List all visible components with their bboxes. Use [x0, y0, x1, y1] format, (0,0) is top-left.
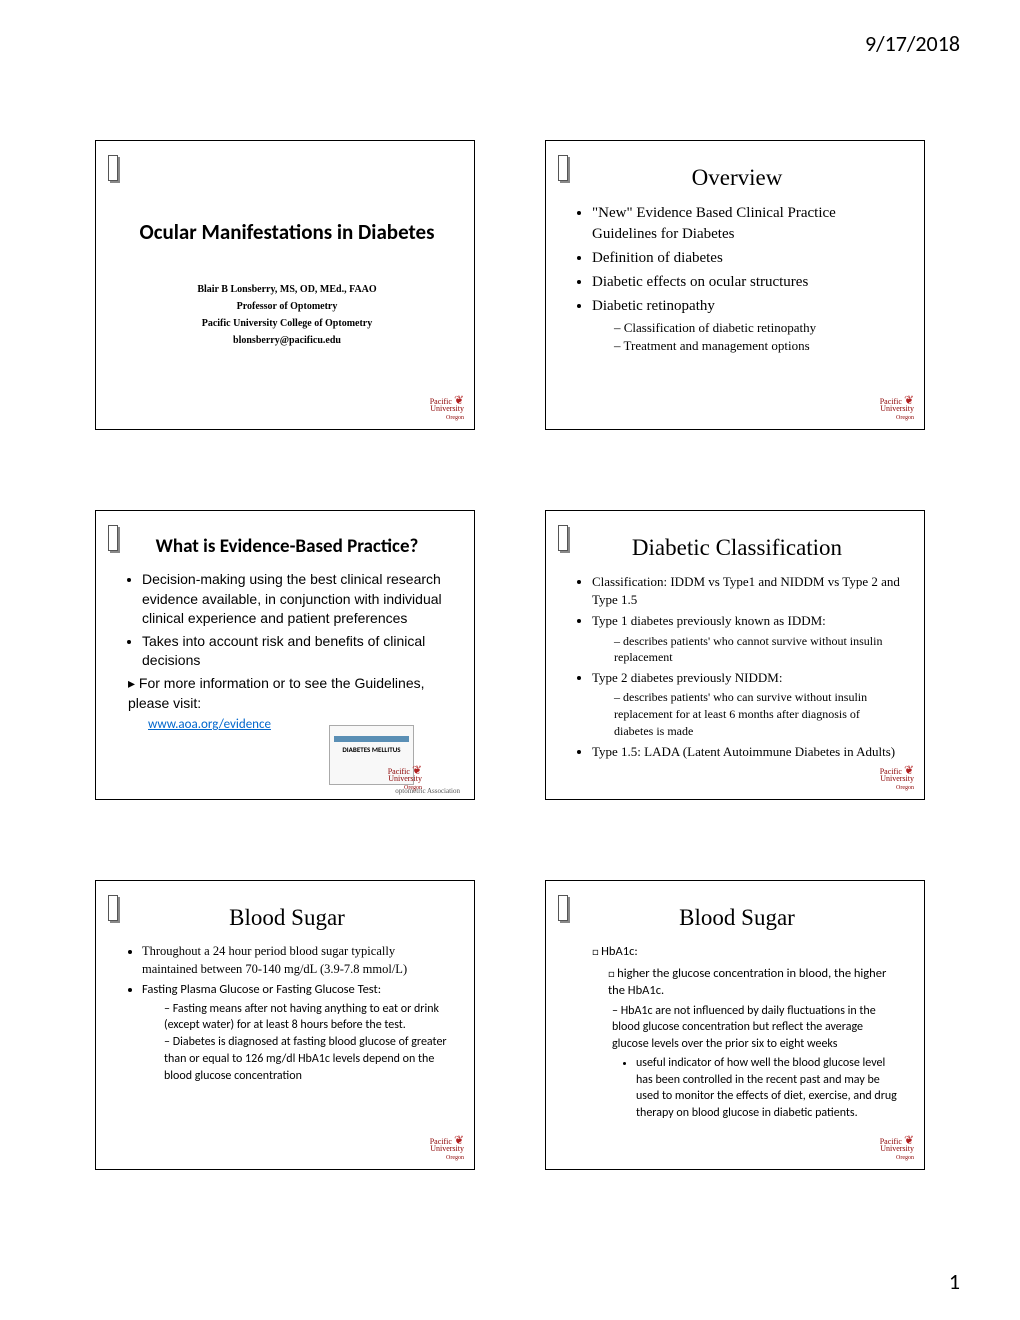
slide-title: Overview [574, 165, 900, 191]
bullet: Type 1 diabetes previously known as IDDM… [592, 612, 900, 666]
slide-6: Blood Sugar HbA1c: higher the glucose co… [545, 880, 925, 1170]
slide-5: Blood Sugar Throughout a 24 hour period … [95, 880, 475, 1170]
slide-4: Diabetic Classification Classification: … [545, 510, 925, 800]
sub-bullet: Treatment and management options [614, 337, 900, 355]
bullet-list: "New" Evidence Based Clinical Practice G… [574, 203, 900, 355]
slide-accent [108, 155, 118, 181]
slides-handout-grid: Ocular Manifestations in Diabetes Blair … [95, 140, 925, 1170]
bullet: "New" Evidence Based Clinical Practice G… [592, 203, 900, 245]
slide-3: What is Evidence-Based Practice? Decisio… [95, 510, 475, 800]
slide-accent [108, 525, 118, 551]
slide-title: Blood Sugar [124, 905, 450, 931]
university-logo: Pacific❦UniversityOregon [430, 1135, 464, 1161]
bullet: Throughout a 24 hour period blood sugar … [142, 943, 450, 978]
bullet: For more information or to see the Guide… [128, 674, 450, 713]
bullet: Classification: IDDM vs Type1 and NIDDM … [592, 573, 900, 609]
university-logo: Pacific❦UniversityOregon [430, 395, 464, 421]
bullet: Fasting Plasma Glucose or Fasting Glucos… [142, 981, 450, 1084]
slide-accent [558, 155, 568, 181]
bullet: Type 2 diabetes previously NIDDM: descri… [592, 669, 900, 740]
sub-bullet: Fasting means after not having anything … [164, 1001, 450, 1035]
university-logo: Pacific❦UniversityOregon [880, 1135, 914, 1161]
author-role: Professor of Optometry [124, 298, 450, 315]
bullet-list: Decision-making using the best clinical … [124, 570, 450, 713]
slide-accent [558, 525, 568, 551]
university-logo: Pacific❦UniversityOregon [880, 395, 914, 421]
author-email: blonsberry@pacificu.edu [124, 332, 450, 349]
sub-sub-bullet: useful indicator of how well the blood g… [636, 1055, 900, 1122]
author-name: Blair B Lonsberry, MS, OD, MEd., FAAO [124, 281, 450, 298]
evidence-link[interactable]: www.aoa.org/evidence [148, 717, 271, 732]
author-org: Pacific University College of Optometry [124, 315, 450, 332]
bullet: Definition of diabetes [592, 248, 900, 269]
slide-accent [108, 895, 118, 921]
sub-bullet: HbA1c are not influenced by daily fluctu… [612, 1003, 900, 1123]
slide-1: Ocular Manifestations in Diabetes Blair … [95, 140, 475, 430]
author-block: Blair B Lonsberry, MS, OD, MEd., FAAO Pr… [124, 281, 450, 349]
slide-2: Overview "New" Evidence Based Clinical P… [545, 140, 925, 430]
slide-title: Ocular Manifestations in Diabetes [124, 219, 450, 245]
university-logo: Pacific❦UniversityOregon [880, 765, 914, 791]
bullet: Type 1.5: LADA (Latent Autoimmune Diabet… [592, 743, 900, 761]
bullet: Takes into account risk and benefits of … [142, 632, 450, 671]
slide-title: Blood Sugar [574, 905, 900, 931]
sub-bullet: describes patients' who can survive with… [614, 689, 900, 739]
slide-accent [558, 895, 568, 921]
bullet: Diabetic effects on ocular structures [592, 272, 900, 293]
sub-bullet: describes patients' who cannot survive w… [614, 633, 900, 667]
bullet-list: HbA1c: higher the glucose concentration … [574, 943, 900, 1122]
sub-bullet: higher the glucose concentration in bloo… [608, 965, 900, 1000]
sub-bullet: Diabetes is diagnosed at fasting blood g… [164, 1034, 450, 1084]
bullet-list: Classification: IDDM vs Type1 and NIDDM … [574, 573, 900, 761]
slide-title: Diabetic Classification [574, 535, 900, 561]
bullet-list: Throughout a 24 hour period blood sugar … [124, 943, 450, 1084]
bullet: Diabetic retinopathy Classification of d… [592, 296, 900, 355]
university-logo: Pacific❦UniversityOregon [388, 765, 422, 791]
bullet: Decision-making using the best clinical … [142, 570, 450, 629]
page-date: 9/17/2018 [865, 30, 960, 57]
page-number: 1 [949, 1268, 960, 1295]
sub-bullet: Classification of diabetic retinopathy [614, 319, 900, 337]
slide-title: What is Evidence-Based Practice? [124, 535, 450, 558]
bullet: HbA1c: higher the glucose concentration … [592, 943, 900, 1122]
